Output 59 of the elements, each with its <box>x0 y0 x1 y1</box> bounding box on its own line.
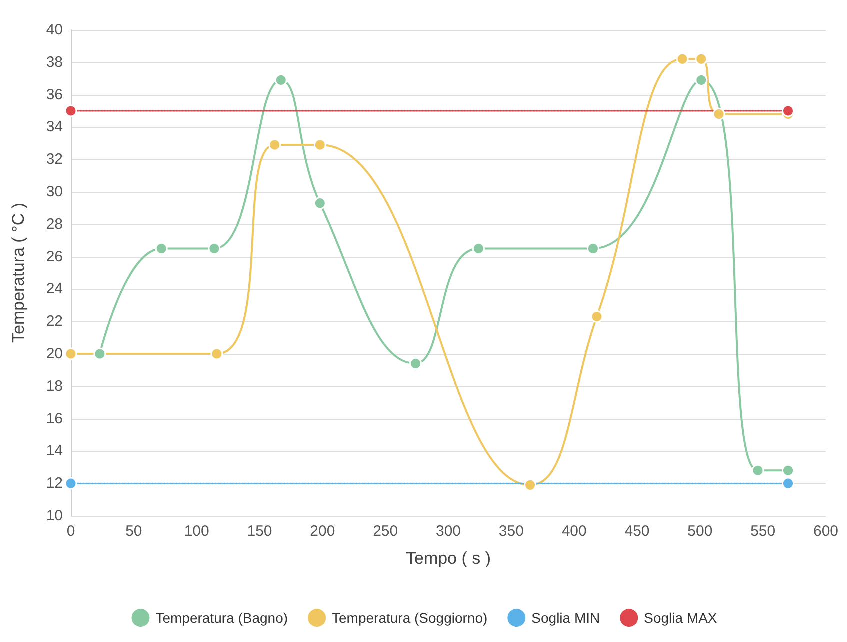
x-tick-label: 200 <box>310 523 336 540</box>
x-tick-label: 400 <box>562 523 587 540</box>
y-tick-label: 22 <box>46 313 63 330</box>
legend-label: Soglia MAX <box>644 610 718 626</box>
point <box>695 52 708 66</box>
x-tick-label: 150 <box>247 523 272 540</box>
x-tick-label: 450 <box>624 523 650 540</box>
point <box>410 357 422 370</box>
legend-label: Temperatura (Soggiorno) <box>332 610 488 626</box>
point <box>586 242 600 255</box>
point <box>752 464 764 477</box>
point <box>472 242 485 255</box>
point <box>155 242 168 255</box>
point <box>274 74 288 86</box>
point <box>64 348 78 360</box>
point <box>676 52 689 66</box>
y-axis-title: Temperatura ( °C ) <box>9 202 28 344</box>
x-tick-label: 500 <box>688 523 713 540</box>
y-tick-label: 34 <box>46 118 63 136</box>
point <box>210 348 224 360</box>
y-tick-label: 12 <box>46 475 63 492</box>
x-tick-label: 250 <box>373 523 398 540</box>
y-tick-label: 38 <box>46 54 63 71</box>
point <box>64 477 78 490</box>
legend-label: Temperatura (Bagno) <box>156 610 288 626</box>
point <box>314 138 326 152</box>
point <box>782 464 794 477</box>
y-tick-label: 36 <box>46 86 63 104</box>
x-tick-label: 550 <box>750 523 776 540</box>
point <box>524 478 537 492</box>
point <box>208 242 221 255</box>
x-tick-label: 350 <box>498 523 524 540</box>
y-tick-label: 26 <box>46 248 63 266</box>
x-tick-label: 600 <box>813 523 839 540</box>
x-tick-label: 300 <box>436 523 462 540</box>
point <box>712 108 726 120</box>
x-tick-label: 50 <box>126 523 142 540</box>
point <box>64 104 78 118</box>
point <box>268 138 282 152</box>
y-tick-label: 16 <box>46 410 63 428</box>
point <box>314 197 326 210</box>
y-tick-label: 28 <box>46 216 63 233</box>
y-tick-label: 24 <box>46 280 63 298</box>
x-tick-label: 0 <box>66 523 76 540</box>
point <box>695 74 708 86</box>
y-tick-label: 14 <box>46 442 63 460</box>
x-tick-label: 100 <box>184 523 210 540</box>
y-tick-label: 10 <box>46 508 63 524</box>
y-tick-label: 18 <box>46 378 63 395</box>
y-tick-label: 40 <box>46 22 63 38</box>
y-tick-label: 32 <box>46 151 63 168</box>
legend-label: Soglia MIN <box>532 610 600 626</box>
point <box>94 348 106 360</box>
point <box>782 477 794 490</box>
x-axis-title: Tempo ( s ) <box>406 549 492 568</box>
point <box>590 310 604 323</box>
point <box>782 104 794 118</box>
y-tick-label: 30 <box>46 184 63 200</box>
y-tick-label: 20 <box>46 346 63 362</box>
